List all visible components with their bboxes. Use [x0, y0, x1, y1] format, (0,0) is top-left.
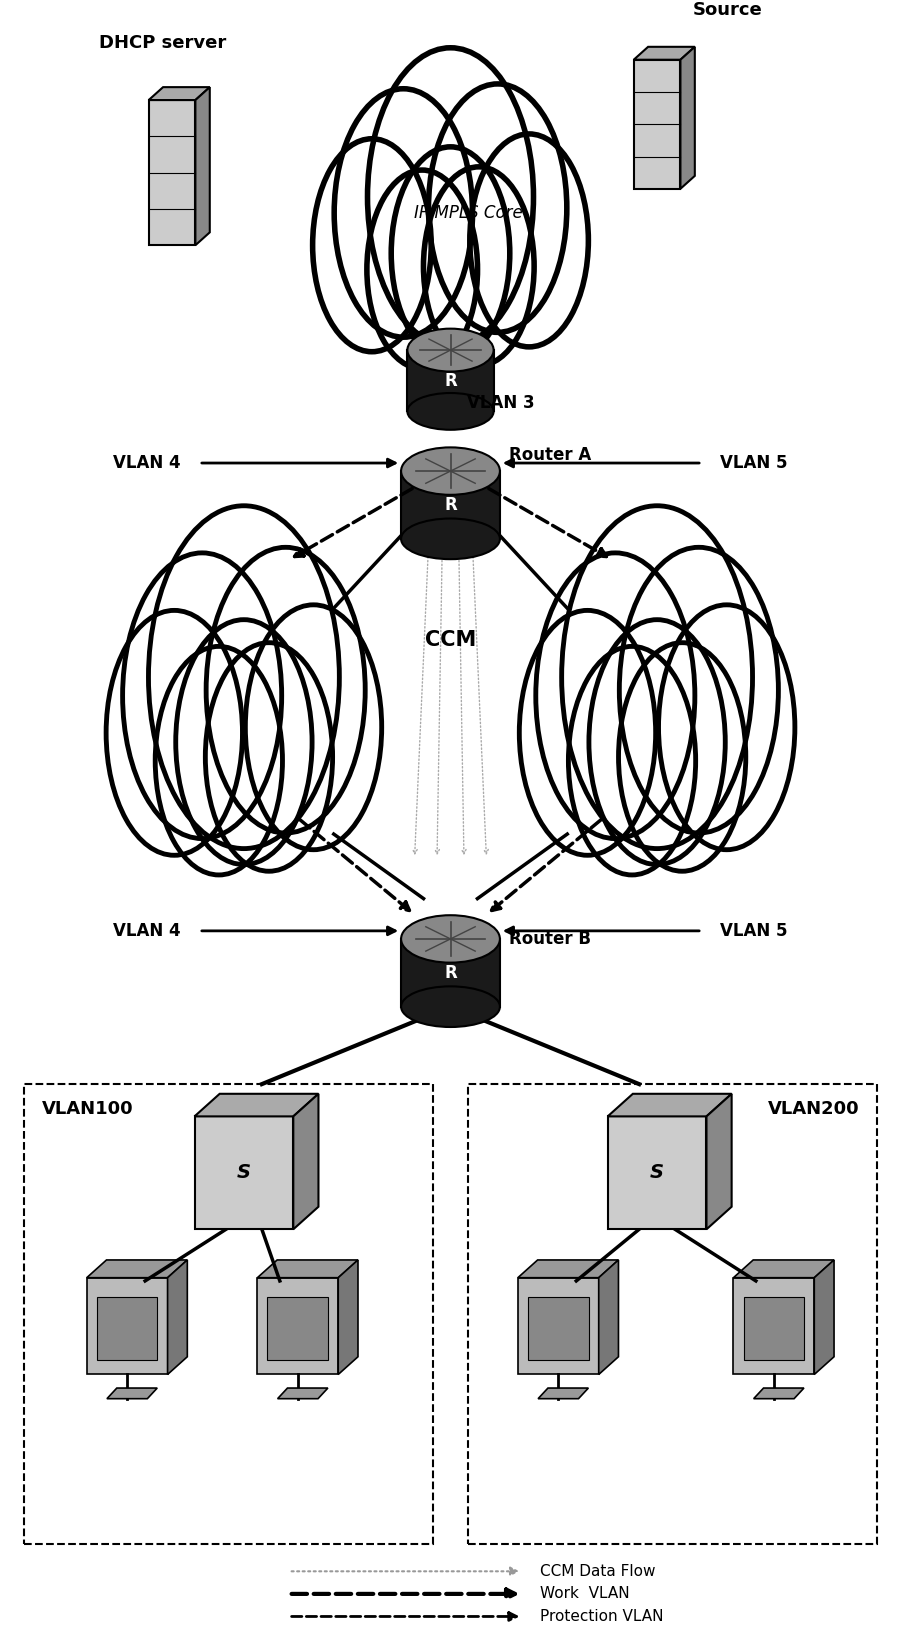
Circle shape: [123, 552, 282, 838]
Bar: [407, 350, 494, 412]
Circle shape: [313, 139, 432, 351]
Circle shape: [176, 619, 312, 864]
Polygon shape: [195, 1093, 318, 1116]
Polygon shape: [538, 1387, 588, 1399]
Ellipse shape: [401, 915, 500, 962]
Circle shape: [561, 507, 752, 848]
Polygon shape: [258, 1278, 338, 1374]
Bar: [528, 1297, 588, 1359]
Polygon shape: [86, 1278, 168, 1374]
Text: Work  VLAN: Work VLAN: [541, 1587, 630, 1601]
Bar: [23, 1083, 432, 1544]
Circle shape: [429, 83, 567, 332]
Circle shape: [391, 147, 510, 359]
Circle shape: [618, 642, 746, 871]
Bar: [401, 940, 500, 1007]
Text: Router A: Router A: [509, 446, 591, 464]
Circle shape: [367, 170, 478, 369]
Polygon shape: [633, 60, 680, 190]
Bar: [401, 471, 500, 539]
Circle shape: [206, 547, 365, 833]
Text: S: S: [237, 1163, 250, 1183]
Polygon shape: [294, 1093, 318, 1229]
Circle shape: [205, 642, 332, 871]
Polygon shape: [815, 1260, 834, 1374]
Ellipse shape: [401, 518, 500, 559]
Circle shape: [368, 47, 533, 346]
Text: VLAN 5: VLAN 5: [720, 922, 787, 940]
Polygon shape: [680, 47, 695, 190]
Polygon shape: [518, 1260, 618, 1278]
Bar: [743, 1297, 805, 1359]
Circle shape: [619, 547, 778, 833]
Text: IP/MPLS Core: IP/MPLS Core: [414, 204, 523, 222]
Text: Router B: Router B: [509, 930, 591, 948]
Circle shape: [423, 167, 534, 366]
Polygon shape: [86, 1260, 187, 1278]
Ellipse shape: [407, 394, 494, 430]
Polygon shape: [338, 1260, 358, 1374]
Text: VLAN 3: VLAN 3: [467, 394, 534, 412]
Text: VLAN200: VLAN200: [768, 1100, 860, 1118]
Text: VLAN 4: VLAN 4: [114, 454, 181, 472]
Text: CCM Data Flow: CCM Data Flow: [541, 1564, 656, 1578]
Polygon shape: [168, 1260, 187, 1374]
Circle shape: [536, 552, 695, 838]
Bar: [469, 1083, 878, 1544]
Text: VLAN 4: VLAN 4: [114, 922, 181, 940]
Polygon shape: [258, 1260, 358, 1278]
Bar: [96, 1297, 158, 1359]
Polygon shape: [195, 1116, 294, 1229]
Polygon shape: [107, 1387, 158, 1399]
Polygon shape: [607, 1116, 706, 1229]
Text: DHCP server: DHCP server: [99, 34, 227, 52]
Text: VLAN 5: VLAN 5: [720, 454, 787, 472]
Polygon shape: [733, 1260, 834, 1278]
Circle shape: [334, 88, 472, 337]
Text: CCM: CCM: [425, 631, 476, 650]
Circle shape: [519, 611, 656, 855]
Polygon shape: [278, 1387, 328, 1399]
Circle shape: [149, 507, 340, 848]
Polygon shape: [149, 87, 210, 100]
Text: S: S: [651, 1163, 664, 1183]
Text: Protection VLAN: Protection VLAN: [541, 1609, 664, 1624]
Circle shape: [245, 605, 382, 850]
Polygon shape: [733, 1278, 815, 1374]
Circle shape: [659, 605, 795, 850]
Circle shape: [155, 647, 283, 874]
Text: VLAN100: VLAN100: [41, 1100, 133, 1118]
Polygon shape: [518, 1278, 598, 1374]
Polygon shape: [598, 1260, 618, 1374]
Polygon shape: [633, 47, 695, 60]
Circle shape: [469, 134, 588, 346]
Circle shape: [569, 647, 696, 874]
Circle shape: [589, 619, 725, 864]
Text: R: R: [444, 497, 457, 515]
Circle shape: [106, 611, 242, 855]
Polygon shape: [607, 1093, 732, 1116]
Polygon shape: [196, 87, 210, 245]
Text: Source: Source: [693, 2, 763, 20]
Text: R: R: [444, 373, 457, 391]
Ellipse shape: [407, 328, 494, 371]
Ellipse shape: [401, 448, 500, 495]
Bar: [268, 1297, 328, 1359]
Polygon shape: [753, 1387, 804, 1399]
Ellipse shape: [401, 987, 500, 1028]
Polygon shape: [149, 100, 196, 245]
Polygon shape: [706, 1093, 732, 1229]
Text: R: R: [444, 964, 457, 982]
